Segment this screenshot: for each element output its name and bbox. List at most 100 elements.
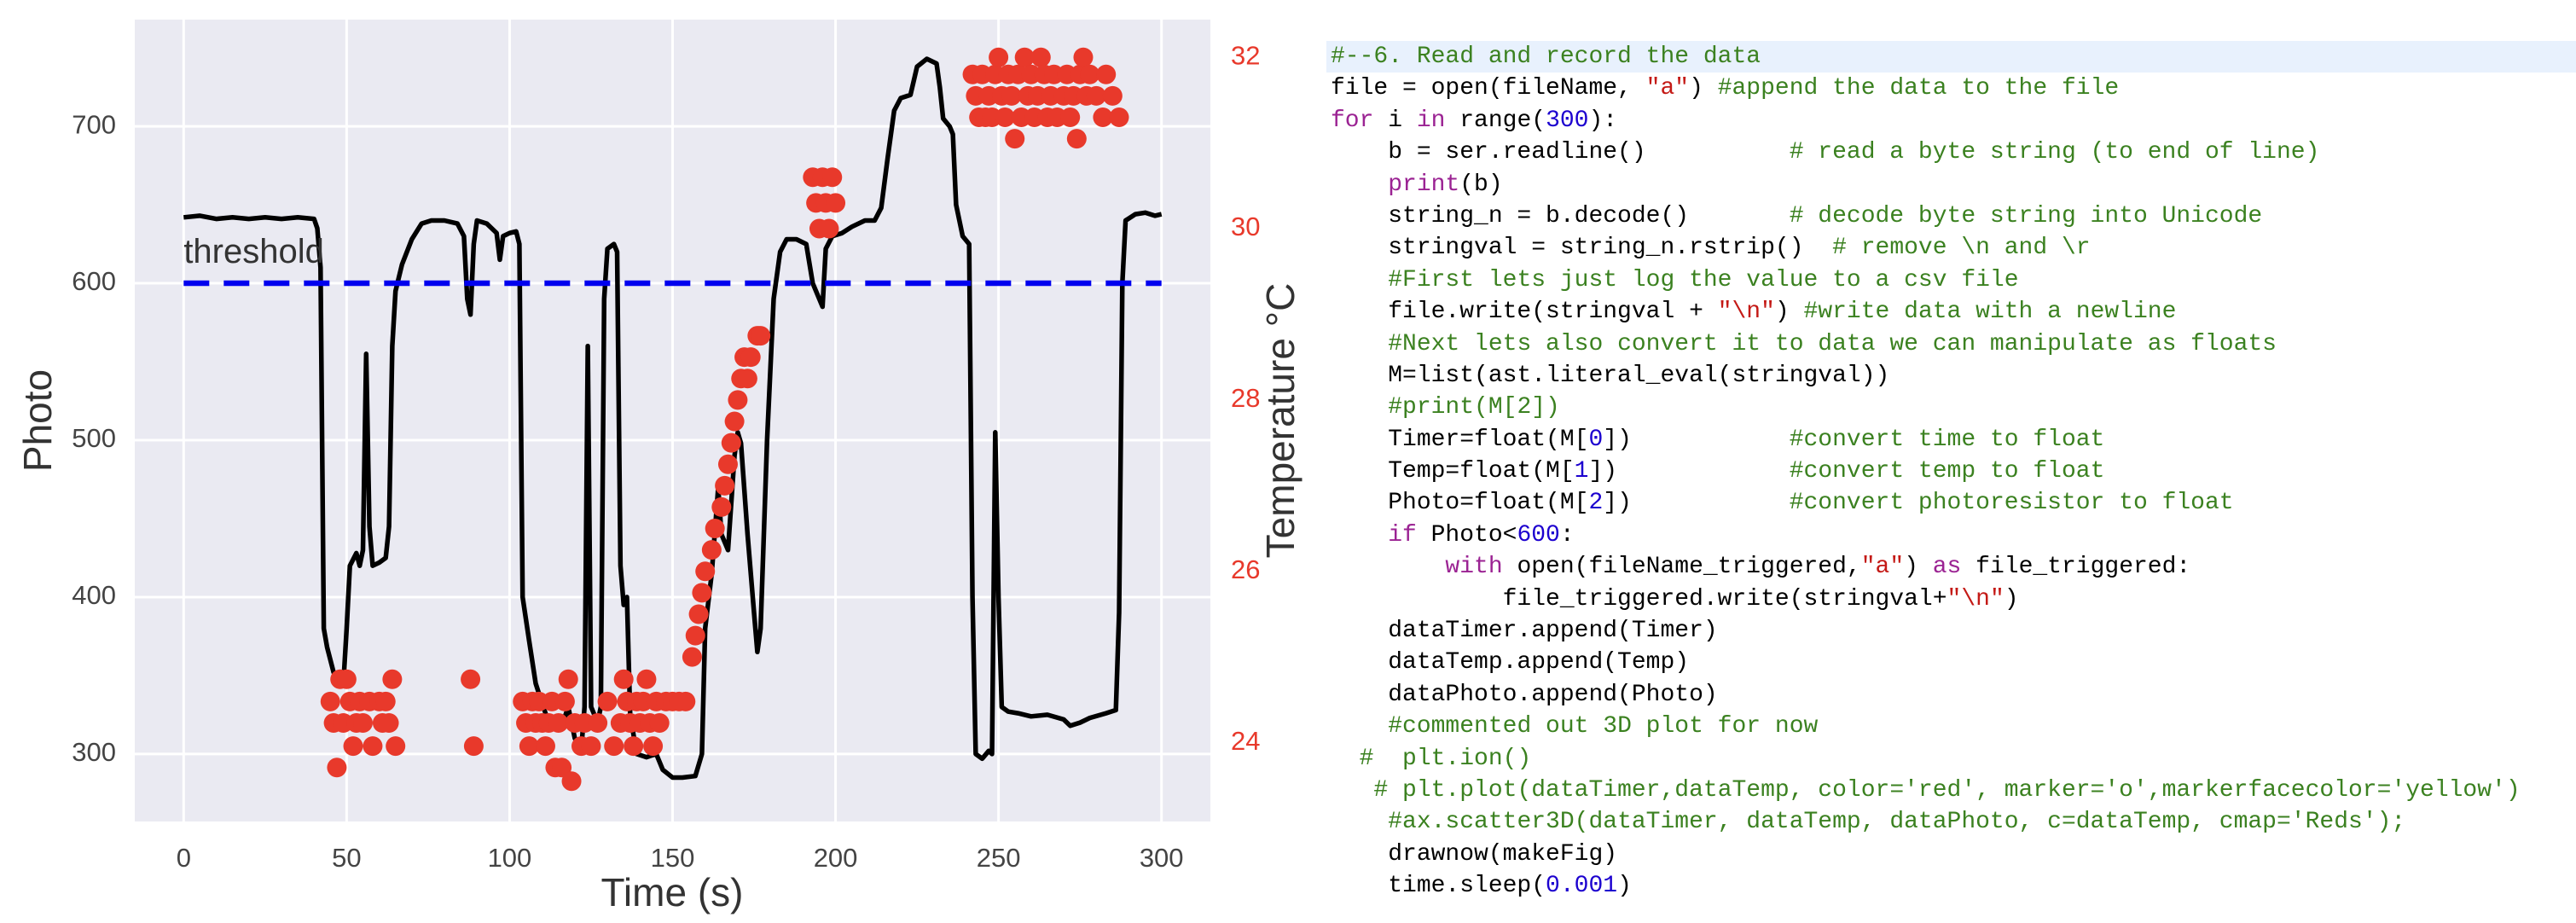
code-token: #print(M[2]): [1388, 394, 1560, 421]
scatter-point: [588, 713, 608, 734]
scatter-point: [561, 771, 582, 792]
scatter-point: [352, 713, 373, 734]
code-token: Temp=float(M[: [1331, 458, 1575, 485]
scatter-point: [548, 713, 569, 734]
code-token: (b): [1459, 171, 1503, 198]
code-token: "a": [1645, 75, 1690, 102]
scatter-point: [1093, 107, 1113, 127]
scatter-point: [826, 193, 846, 213]
code-token: [1331, 554, 1445, 580]
code-token: 1: [1574, 458, 1589, 485]
code-token: #convert photoresistor to float: [1789, 490, 2234, 517]
code-token: :: [1559, 521, 1575, 549]
scatter-point: [717, 454, 738, 474]
code-token: ): [1617, 873, 1632, 900]
code-line: Timer=float(M[0]) #convert time to float: [1326, 424, 2576, 456]
scatter-point: [995, 107, 1015, 127]
code-line: if Photo<600:: [1326, 520, 2576, 551]
code-token: Photo<: [1416, 521, 1517, 549]
x-axis-label: Time (s): [601, 870, 744, 914]
code-token: ]): [1603, 490, 1790, 517]
scatter-point: [1001, 85, 1022, 106]
code-token: for: [1331, 107, 1374, 134]
scatter-point: [535, 736, 555, 757]
scatter-point: [363, 736, 383, 757]
code-token: [1331, 746, 1360, 772]
scatter-point: [751, 326, 771, 346]
y2-tick-label: 28: [1231, 383, 1260, 413]
code-token: [1331, 777, 1373, 804]
code-token: # plt.ion(): [1359, 745, 1532, 772]
x-tick-label: 0: [177, 843, 191, 873]
code-token: dataTemp.append(Temp): [1331, 649, 1690, 676]
code-token: ):: [1588, 107, 1618, 134]
code-token: # read a byte string (to end of line): [1789, 139, 2320, 166]
code-line: dataTemp.append(Temp): [1326, 647, 2576, 678]
scatter-point: [643, 736, 664, 757]
x-tick-label: 50: [332, 843, 361, 873]
y2-tick-label: 26: [1231, 554, 1260, 584]
code-token: [1331, 522, 1388, 549]
y-tick-label: 400: [72, 580, 116, 610]
code-line: file = open(fileName, "a") #append the d…: [1326, 73, 2576, 104]
code-token: ): [1689, 75, 1718, 102]
code-token: "a": [1860, 554, 1905, 581]
scatter-point: [327, 758, 347, 778]
code-token: ): [1904, 554, 1933, 581]
code-line: dataPhoto.append(Photo): [1326, 679, 2576, 711]
code-token: print: [1388, 171, 1460, 198]
scatter-point: [715, 475, 735, 496]
code-editor: #--6. Read and record the data file = ope…: [1326, 41, 2576, 903]
x-tick-label: 200: [814, 843, 858, 873]
code-token: #write data with a newline: [1803, 299, 2177, 326]
code-token: time.sleep(: [1331, 873, 1546, 900]
code-token: file_triggered:: [1961, 554, 2191, 581]
scatter-point: [1066, 129, 1087, 149]
code-token: if: [1388, 521, 1417, 549]
y2-tick-label: 30: [1231, 212, 1260, 241]
code-token: #ax.scatter3D(dataTimer, dataTemp, dataP…: [1388, 809, 2406, 836]
y-tick-label: 700: [72, 109, 116, 139]
code-token: #convert temp to float: [1789, 458, 2105, 485]
y-tick-label: 600: [72, 266, 116, 296]
code-line: Photo=float(M[2]) #convert photoresistor…: [1326, 487, 2576, 519]
scatter-point: [336, 669, 357, 689]
code-line: Temp=float(M[1]) #convert temp to float: [1326, 456, 2576, 487]
y-tick-label: 500: [72, 423, 116, 453]
code-line: with open(fileName_triggered,"a") as fil…: [1326, 551, 2576, 583]
code-line: for i in range(300):: [1326, 105, 2576, 136]
plot-area: [135, 20, 1210, 821]
code-token: # remove \n and \r: [1832, 235, 2091, 262]
code-line: drawnow(makeFig): [1326, 839, 2576, 870]
chart: Time (s) Photo Temperature °C 0 50 100 150 2…: [15, 20, 1303, 914]
code-token: 600: [1517, 521, 1560, 549]
scatter-point: [989, 47, 1009, 67]
code-token: [1331, 394, 1388, 421]
code-token: 2: [1588, 490, 1604, 517]
scatter-point: [649, 713, 670, 734]
code-line: file.write(stringval + "\n") #write data…: [1326, 296, 2576, 328]
code-token: stringval = string_n.rstrip(): [1331, 235, 1833, 262]
code-token: in: [1416, 107, 1446, 134]
code-token: #commented out 3D plot for now: [1388, 713, 1819, 740]
scatter-point: [1073, 47, 1094, 67]
code-token: with: [1445, 554, 1503, 581]
code-line: M=list(ast.literal_eval(stringval)): [1326, 360, 2576, 392]
scatter-point: [685, 625, 705, 646]
code-line: #ax.scatter3D(dataTimer, dataTemp, dataP…: [1326, 806, 2576, 838]
code-token: [1331, 809, 1388, 835]
scatter-point: [1060, 107, 1081, 127]
code-token: file_triggered.write(stringval+: [1331, 585, 1947, 612]
scatter-point: [1086, 85, 1106, 106]
code-token: [1331, 713, 1388, 740]
code-token: #First lets just log the value to a csv …: [1388, 266, 2019, 293]
code-token: 0.001: [1546, 873, 1618, 900]
scatter-point: [1030, 47, 1051, 67]
code-token: "\n": [1717, 299, 1775, 326]
scatter-point: [724, 411, 745, 432]
code-token: #append the data to the file: [1717, 75, 2120, 102]
scatter-point: [692, 583, 712, 603]
code-line: stringval = string_n.rstrip() # remove \…: [1326, 232, 2576, 264]
code-line: dataTimer.append(Timer): [1326, 615, 2576, 647]
